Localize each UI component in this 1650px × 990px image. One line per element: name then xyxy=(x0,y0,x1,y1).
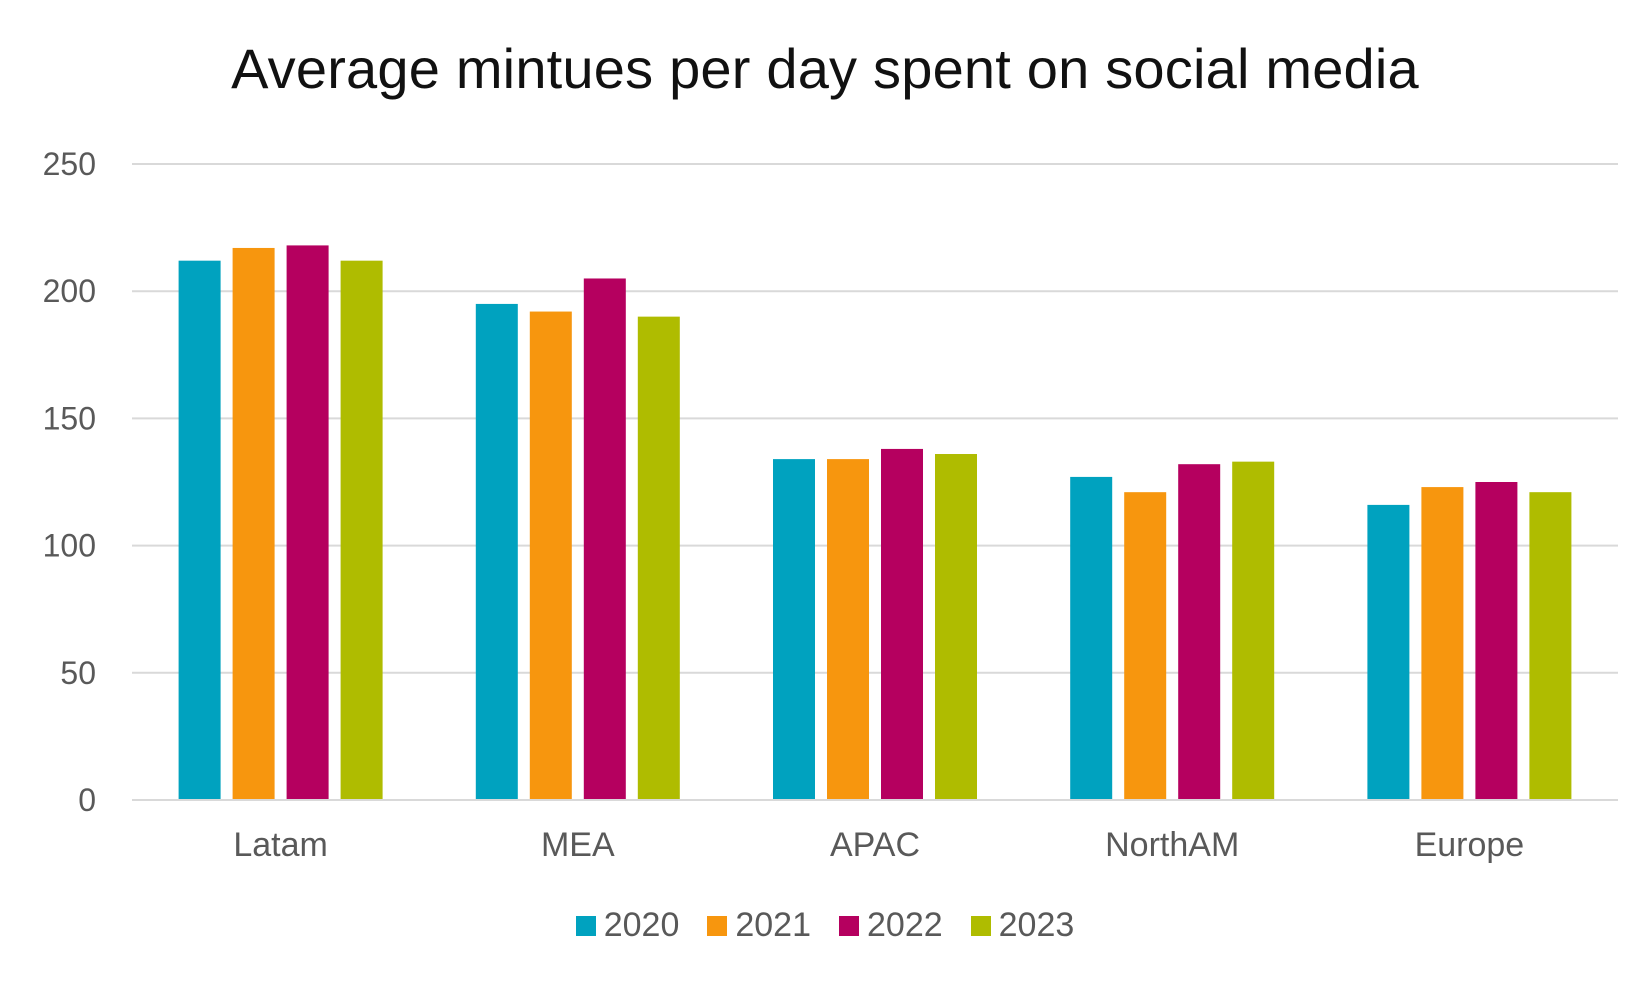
bar-2021-apac xyxy=(827,459,869,800)
x-category-label: MEA xyxy=(541,826,615,864)
bar-2023-northam xyxy=(1232,461,1275,800)
legend-label: 2023 xyxy=(998,906,1075,944)
bar-2020-apac xyxy=(773,459,815,800)
bar-2020-northam xyxy=(1070,476,1113,800)
bar-2020-mea xyxy=(475,303,518,800)
bar-2020-latam xyxy=(178,260,221,800)
chart-title: Average mintues per day spent on social … xyxy=(231,37,1419,100)
bar-2020-europe xyxy=(1367,504,1410,800)
legend-item-2023: 2023 xyxy=(970,906,1075,945)
bar-2022-latam xyxy=(286,245,329,800)
bar-2023-europe xyxy=(1529,492,1572,800)
x-category-label: APAC xyxy=(830,826,920,864)
legend-label: 2021 xyxy=(735,906,811,944)
y-tick-label: 200 xyxy=(43,273,96,309)
bar-2021-latam xyxy=(232,247,275,800)
bar-2022-europe xyxy=(1475,482,1518,800)
legend-swatch xyxy=(575,915,596,936)
x-category-label: Europe xyxy=(1415,826,1525,864)
x-category-label: Latam xyxy=(233,826,328,864)
bar-2021-mea xyxy=(529,311,572,800)
legend-item-2020: 2020 xyxy=(575,906,680,945)
bar-2023-mea xyxy=(637,316,680,800)
bar-2022-mea xyxy=(583,278,626,801)
legend-swatch xyxy=(707,915,728,936)
legend-label: 2020 xyxy=(603,906,680,944)
legend-item-2022: 2022 xyxy=(839,906,943,945)
legend-item-2021: 2021 xyxy=(707,906,811,945)
x-category-label: NorthAM xyxy=(1105,826,1239,864)
y-tick-label: 50 xyxy=(60,655,96,691)
legend-label: 2022 xyxy=(867,906,943,944)
bar-2022-northam xyxy=(1178,464,1221,800)
legend: 2020 2021 2022 2023 xyxy=(0,906,1650,945)
y-tick-label: 150 xyxy=(43,400,96,436)
bar-2023-latam xyxy=(340,260,383,800)
bar-2023-apac xyxy=(935,454,977,800)
y-tick-label: 0 xyxy=(78,782,96,818)
legend-swatch xyxy=(839,915,859,936)
bar-2021-europe xyxy=(1421,487,1464,800)
bar-2021-northam xyxy=(1124,492,1167,800)
y-tick-label: 250 xyxy=(43,146,96,182)
legend-swatch xyxy=(970,915,991,936)
y-tick-label: 100 xyxy=(43,528,96,564)
bar-2022-apac xyxy=(881,448,923,800)
